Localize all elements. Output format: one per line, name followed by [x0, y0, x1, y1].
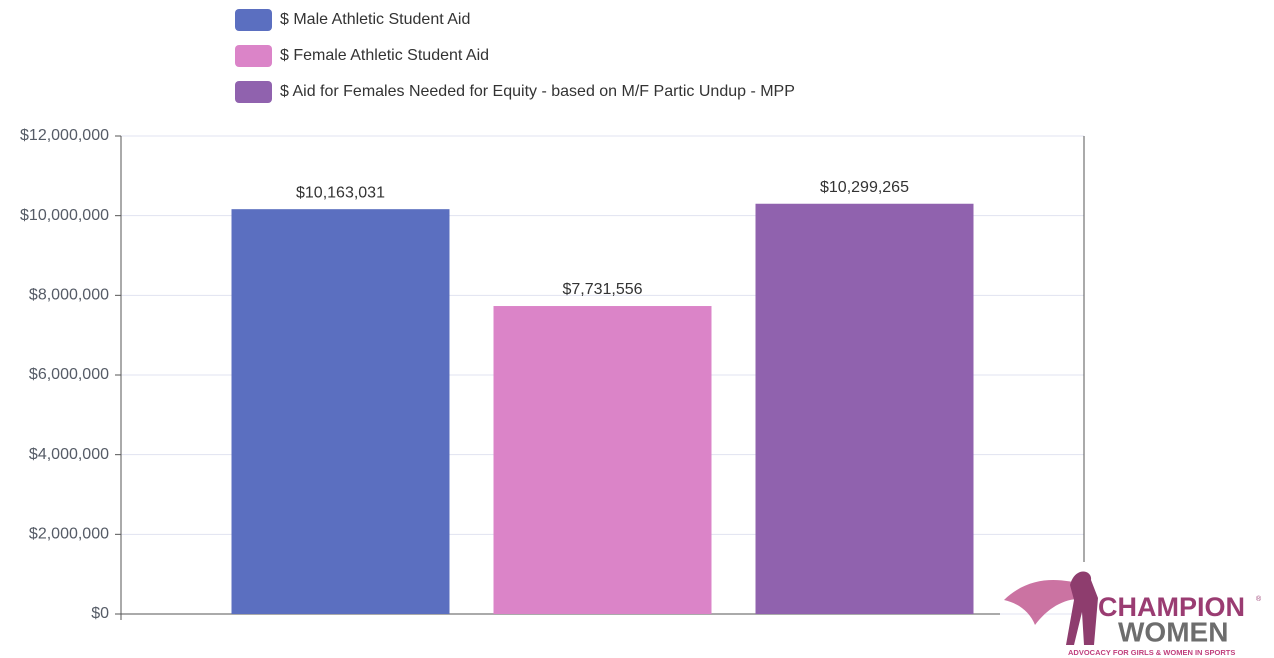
y-tick-label: $8,000,000	[29, 287, 109, 304]
logo-line2: WOMEN	[1118, 616, 1228, 647]
legend-swatch	[235, 81, 272, 103]
y-tick-label: $2,000,000	[29, 526, 109, 543]
y-tick-label: $10,000,000	[20, 207, 109, 224]
legend-label: $ Male Athletic Student Aid	[280, 11, 470, 28]
y-tick-label: $6,000,000	[29, 366, 109, 383]
legend-label: $ Female Athletic Student Aid	[280, 47, 489, 64]
y-tick-label: $4,000,000	[29, 446, 109, 463]
value-label: $10,299,265	[820, 179, 909, 196]
legend-label: $ Aid for Females Needed for Equity - ba…	[280, 83, 795, 100]
logo-mark: ®	[1256, 595, 1262, 603]
legend-swatch	[235, 45, 272, 67]
bar	[493, 306, 712, 614]
logo-tagline: ADVOCACY FOR GIRLS & WOMEN IN SPORTS	[1068, 648, 1235, 657]
bar	[231, 209, 450, 614]
value-label: $7,731,556	[562, 281, 642, 298]
logo-figure	[1066, 571, 1098, 645]
bar	[755, 203, 974, 614]
y-tick-label: $12,000,000	[20, 127, 109, 144]
y-tick-label: $0	[91, 605, 109, 622]
logo: CHAMPION ® WOMEN ADVOCACY FOR GIRLS & WO…	[1004, 571, 1262, 657]
logo-cape	[1004, 580, 1092, 625]
legend-swatch	[235, 9, 272, 31]
value-label: $10,163,031	[296, 184, 385, 201]
logo-line1: CHAMPION	[1098, 592, 1245, 622]
